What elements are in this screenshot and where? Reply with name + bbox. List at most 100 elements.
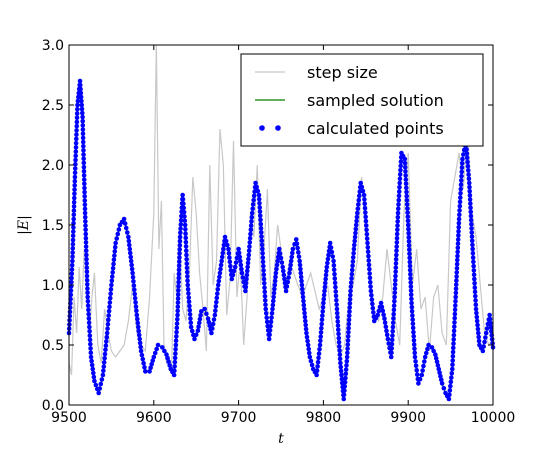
legend-label-step-size: step size bbox=[307, 63, 378, 82]
calculated-point bbox=[82, 185, 87, 191]
calculated-point bbox=[173, 342, 179, 348]
calculated-point bbox=[74, 128, 79, 133]
calculated-point bbox=[249, 219, 254, 224]
calculated-point bbox=[371, 310, 376, 315]
calculated-point bbox=[154, 346, 159, 352]
calculated-point bbox=[85, 294, 90, 300]
calculated-point bbox=[84, 277, 90, 283]
calculated-point bbox=[155, 342, 161, 348]
calculated-point bbox=[316, 351, 322, 356]
calculated-point bbox=[363, 223, 369, 228]
calculated-point bbox=[213, 308, 218, 314]
calculated-point bbox=[349, 267, 355, 273]
calculated-point bbox=[464, 147, 469, 152]
calculated-point bbox=[258, 221, 264, 227]
calculated-point bbox=[175, 304, 181, 310]
calculated-point bbox=[182, 222, 188, 228]
calculated-point bbox=[74, 132, 79, 137]
calculated-point bbox=[105, 321, 111, 327]
calculated-point bbox=[354, 218, 359, 224]
calculated-point bbox=[301, 302, 307, 308]
calculated-point bbox=[259, 238, 265, 243]
calculated-point bbox=[86, 307, 91, 313]
calculated-point bbox=[302, 310, 307, 316]
calculated-point bbox=[346, 313, 352, 319]
calculated-point bbox=[408, 284, 414, 289]
calculated-point bbox=[227, 259, 233, 265]
calculated-point bbox=[469, 226, 474, 231]
calculated-point bbox=[302, 314, 308, 320]
calculated-point bbox=[339, 376, 345, 382]
calculated-point bbox=[91, 374, 97, 380]
calculated-point bbox=[89, 362, 95, 368]
calculated-point bbox=[277, 251, 283, 256]
calculated-point bbox=[457, 203, 463, 209]
calculated-point bbox=[395, 219, 400, 224]
calculated-point bbox=[398, 167, 403, 173]
calculated-point bbox=[69, 262, 75, 268]
calculated-point bbox=[411, 342, 417, 347]
calculated-point bbox=[390, 333, 395, 338]
calculated-point bbox=[109, 282, 114, 288]
calculated-point bbox=[70, 237, 76, 243]
calculated-point bbox=[113, 240, 118, 246]
calculated-point bbox=[67, 317, 72, 323]
calculated-point bbox=[414, 372, 420, 377]
calculated-point bbox=[425, 346, 430, 352]
calculated-point bbox=[239, 270, 245, 276]
calculated-point bbox=[270, 302, 276, 308]
calculated-point bbox=[137, 336, 142, 342]
calculated-point bbox=[198, 309, 204, 314]
calculated-point bbox=[298, 274, 304, 280]
calculated-point bbox=[299, 286, 305, 292]
calculated-point bbox=[183, 239, 189, 245]
calculated-point bbox=[245, 260, 251, 266]
calculated-point bbox=[351, 250, 356, 256]
calculated-point bbox=[270, 298, 276, 304]
x-axis-label: t bbox=[278, 431, 284, 447]
calculated-point bbox=[297, 262, 303, 268]
calculated-point bbox=[326, 252, 331, 258]
calculated-point bbox=[487, 316, 493, 322]
calculated-point bbox=[82, 181, 87, 187]
calculated-point bbox=[344, 354, 350, 360]
calculated-point bbox=[279, 260, 285, 265]
calculated-point bbox=[384, 332, 390, 338]
calculated-point bbox=[138, 344, 143, 350]
calculated-point bbox=[142, 365, 147, 370]
calculated-point bbox=[152, 350, 158, 356]
calculated-point bbox=[323, 272, 329, 278]
calculated-point bbox=[454, 274, 459, 279]
calculated-point bbox=[335, 323, 341, 328]
calculated-point bbox=[468, 209, 474, 215]
calculated-point bbox=[181, 201, 186, 206]
calculated-point bbox=[233, 260, 239, 265]
calculated-point bbox=[355, 210, 360, 216]
calculated-point bbox=[455, 237, 461, 242]
calculated-point bbox=[474, 310, 479, 316]
calculated-point bbox=[263, 310, 269, 316]
calculated-point bbox=[247, 244, 252, 249]
calculated-point bbox=[133, 300, 138, 305]
calculated-point bbox=[367, 275, 373, 281]
calculated-point bbox=[217, 270, 223, 276]
calculated-point bbox=[175, 308, 180, 314]
calculated-point bbox=[389, 346, 395, 351]
calculated-point bbox=[296, 250, 301, 255]
calculated-point bbox=[231, 268, 237, 274]
calculated-point bbox=[81, 148, 86, 153]
calculated-point bbox=[402, 156, 408, 162]
legend-label-sampled-solution: sampled solution bbox=[307, 91, 444, 110]
calculated-point bbox=[80, 139, 86, 145]
calculated-point bbox=[484, 326, 490, 331]
calculated-point bbox=[473, 293, 478, 299]
legend: step size sampled solution calculated po… bbox=[240, 53, 484, 147]
calculated-point bbox=[403, 177, 409, 182]
calculated-point bbox=[470, 246, 475, 252]
calculated-point bbox=[383, 324, 389, 330]
calculated-point bbox=[85, 286, 90, 291]
calculated-point bbox=[83, 240, 89, 245]
calculated-point bbox=[101, 368, 106, 374]
calculated-point bbox=[236, 246, 241, 252]
calculated-point bbox=[300, 290, 305, 296]
